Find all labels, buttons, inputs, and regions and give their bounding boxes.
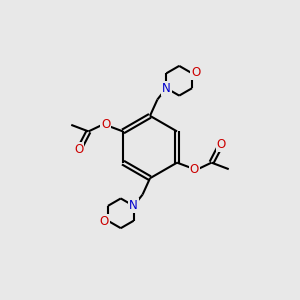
Text: O: O — [101, 118, 110, 131]
Text: O: O — [190, 163, 199, 176]
Text: O: O — [99, 215, 109, 228]
Text: N: N — [162, 82, 171, 95]
Text: O: O — [191, 66, 201, 79]
Text: O: O — [74, 143, 83, 156]
Text: O: O — [217, 138, 226, 151]
Text: N: N — [129, 200, 138, 212]
